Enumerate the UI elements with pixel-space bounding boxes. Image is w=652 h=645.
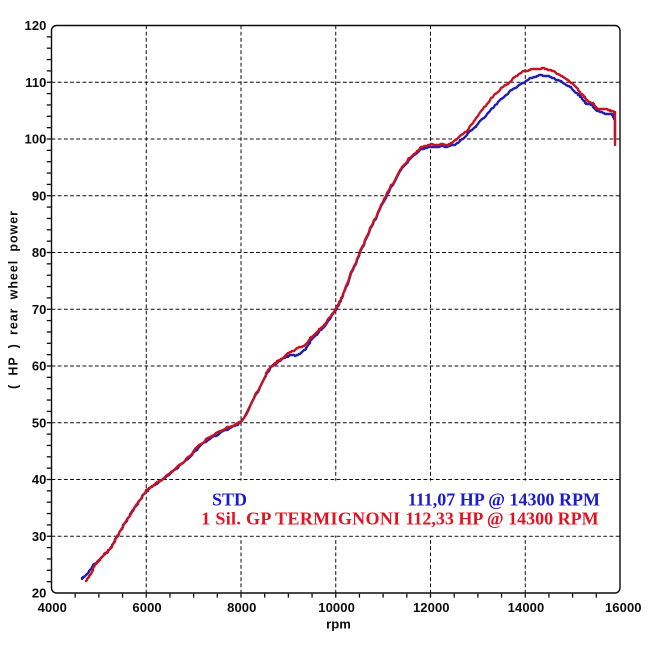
svg-text:60: 60	[32, 359, 47, 374]
svg-text:100: 100	[25, 132, 47, 147]
svg-text:111,07 HP @ 14300 RPM: 111,07 HP @ 14300 RPM	[408, 490, 600, 510]
svg-text:6000: 6000	[132, 600, 161, 615]
svg-text:12000: 12000	[413, 600, 450, 615]
svg-text:90: 90	[32, 188, 47, 203]
svg-text:50: 50	[32, 415, 47, 430]
svg-text:110: 110	[25, 75, 46, 90]
svg-text:1 Sil. GP TERMIGNONI: 1 Sil. GP TERMIGNONI	[201, 508, 400, 528]
svg-text:10000: 10000	[318, 600, 355, 615]
svg-text:120: 120	[25, 18, 47, 33]
svg-text:20: 20	[32, 586, 47, 601]
svg-text:80: 80	[32, 245, 47, 260]
svg-text:rpm: rpm	[326, 616, 351, 631]
svg-text:( HP ) rear wheel power: ( HP ) rear wheel power	[7, 210, 21, 389]
svg-text:STD: STD	[212, 490, 247, 510]
svg-text:16000: 16000	[605, 600, 642, 615]
svg-text:8000: 8000	[227, 600, 256, 615]
svg-text:112,33 HP @ 14300 RPM: 112,33 HP @ 14300 RPM	[405, 508, 598, 528]
svg-text:30: 30	[32, 529, 47, 544]
svg-text:40: 40	[32, 472, 47, 487]
svg-text:4000: 4000	[38, 600, 67, 615]
svg-text:70: 70	[32, 302, 47, 317]
svg-text:14000: 14000	[508, 600, 545, 615]
